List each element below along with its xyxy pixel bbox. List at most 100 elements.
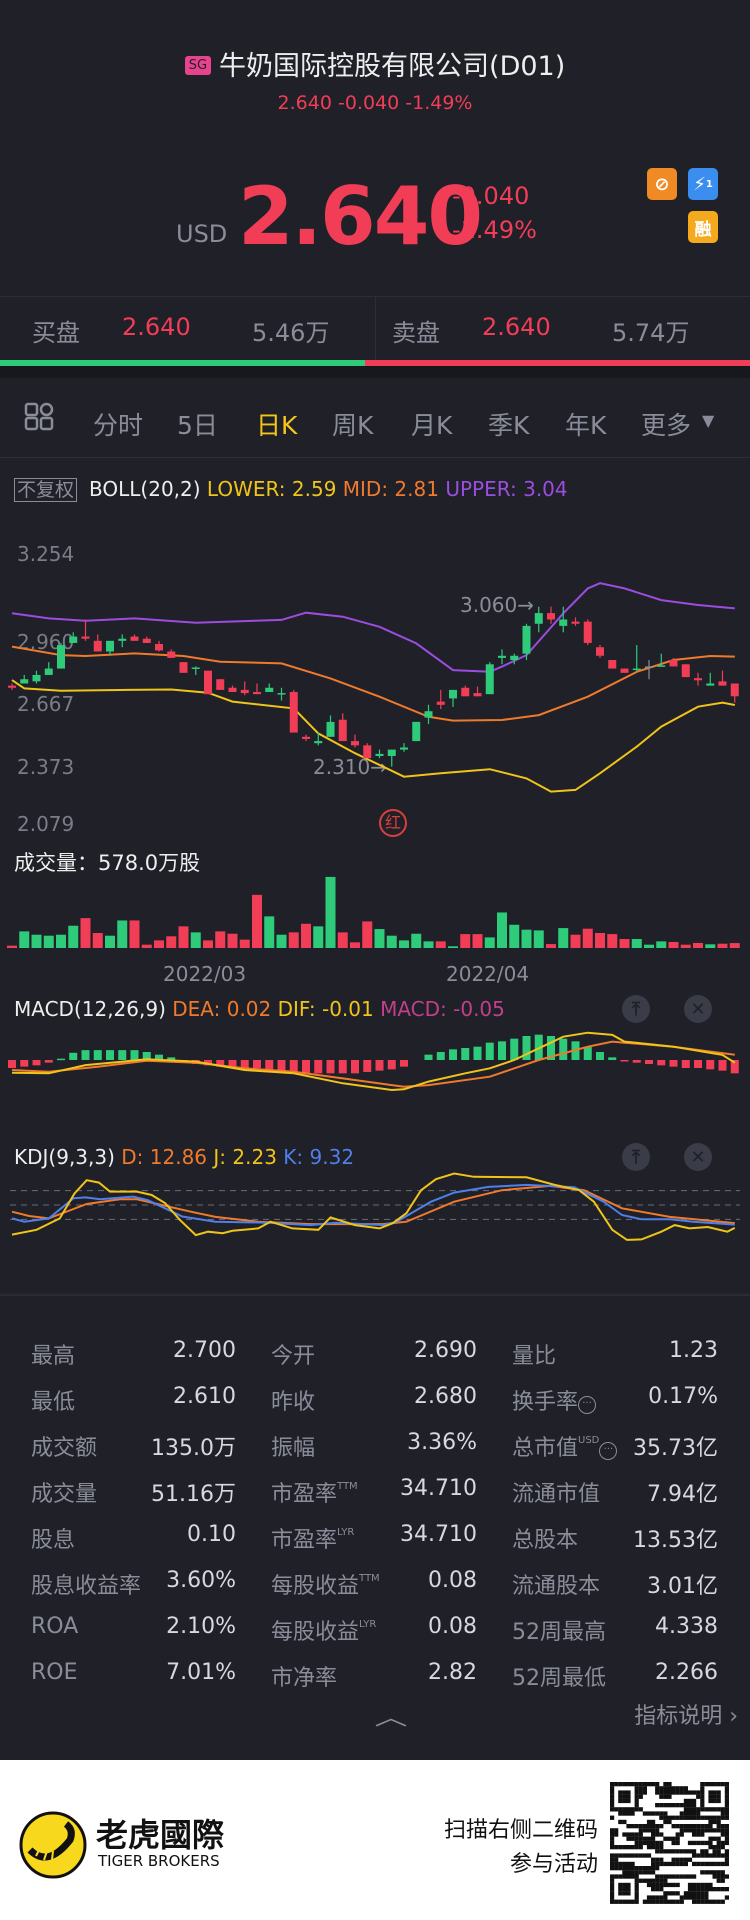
qr-module <box>675 1899 680 1904</box>
tab-intraday[interactable]: 分时 <box>93 411 144 440</box>
qr-module <box>708 1819 713 1825</box>
qr-module <box>716 1815 721 1820</box>
tab-daily-k[interactable]: 日K <box>256 411 298 440</box>
adjust-toggle[interactable]: 不复权 <box>14 478 78 502</box>
qr-module <box>692 1828 697 1833</box>
qr-module <box>618 1891 623 1896</box>
indicator-explain-link[interactable]: 指标说明 › <box>634 1704 738 1729</box>
stat-value: 2.690 <box>414 1338 477 1363</box>
qr-module <box>655 1803 660 1808</box>
qr-module <box>646 1845 652 1850</box>
qr-module <box>679 1832 684 1837</box>
close-icon[interactable]: ✕ <box>684 1143 712 1171</box>
qr-module <box>724 1874 729 1879</box>
qr-module <box>712 1849 717 1854</box>
qr-module <box>618 1874 623 1879</box>
qr-module <box>659 1899 664 1904</box>
qr-module <box>634 1899 639 1904</box>
qr-module <box>667 1882 672 1888</box>
qr-module <box>696 1899 701 1904</box>
qr-module <box>614 1861 619 1867</box>
qr-module <box>720 1853 725 1858</box>
candle-body <box>8 685 16 688</box>
qr-module <box>630 1811 635 1816</box>
kline-chart[interactable] <box>0 0 750 1300</box>
qr-module <box>655 1832 660 1837</box>
macd-histogram-bar <box>130 1050 139 1060</box>
qr-module <box>646 1824 652 1829</box>
tab-monthly-k[interactable]: 月K <box>411 411 453 440</box>
pin-top-icon[interactable]: ⤒ <box>622 995 650 1023</box>
qr-module <box>610 1836 615 1841</box>
no-short-icon[interactable]: ⊘ <box>647 168 677 200</box>
qr-module <box>614 1782 619 1787</box>
qr-module <box>610 1845 615 1850</box>
y-tick: 3.254 <box>17 542 75 566</box>
pin-top-icon[interactable]: ⤒ <box>622 1143 650 1171</box>
macd-histogram-bar <box>93 1050 102 1060</box>
qr-module <box>708 1887 713 1892</box>
qr-module <box>618 1861 623 1867</box>
qr-module <box>630 1861 635 1867</box>
close-icon[interactable]: ✕ <box>684 995 712 1023</box>
qr-module <box>622 1853 627 1858</box>
macd-histogram-bar <box>277 1060 286 1071</box>
volume-bar <box>105 935 115 948</box>
macd-histogram-bar <box>473 1046 482 1060</box>
qr-module <box>671 1815 676 1820</box>
qr-module <box>712 1845 717 1850</box>
tab-5day[interactable]: 5日 <box>177 411 218 440</box>
qr-module <box>704 1828 709 1833</box>
chevron-up-icon[interactable]: ︿ <box>374 1706 408 1731</box>
qr-module <box>712 1798 717 1804</box>
tab-more[interactable]: 更多 <box>641 411 692 440</box>
qr-module <box>663 1836 668 1841</box>
qr-module <box>659 1786 664 1791</box>
qr-module <box>671 1786 676 1791</box>
qr-module <box>634 1882 639 1888</box>
qr-module <box>667 1803 672 1808</box>
grid-menu-icon[interactable] <box>24 402 54 438</box>
volume-bar <box>374 929 385 948</box>
macd-dea: DEA: 0.02 <box>172 997 272 1021</box>
qr-module <box>638 1878 643 1883</box>
candle-body <box>363 745 372 759</box>
qr-module <box>663 1882 668 1888</box>
qr-module <box>663 1891 668 1896</box>
macd-histogram-bar <box>608 1057 617 1060</box>
qr-module <box>651 1895 656 1900</box>
qr-module <box>642 1782 647 1787</box>
volume-bar <box>252 894 262 948</box>
qr-module <box>642 1840 647 1846</box>
margin-icon[interactable]: 融 <box>688 211 718 243</box>
qr-module <box>704 1861 709 1867</box>
boll-upper: UPPER: 3.04 <box>445 477 568 501</box>
candle-body <box>583 621 592 643</box>
volume-bar <box>509 924 520 948</box>
qr-module <box>704 1870 709 1875</box>
tab-yearly-k[interactable]: 年K <box>565 411 607 440</box>
qr-module <box>634 1866 639 1871</box>
qr-module <box>646 1853 652 1858</box>
info-icon[interactable]: ··· <box>578 1396 597 1414</box>
tab-weekly-k[interactable]: 周K <box>332 411 374 440</box>
tab-quarterly-k[interactable]: 季K <box>488 411 530 440</box>
boll-upper-line <box>11 582 735 673</box>
brand-name-en: TIGER BROKERS <box>98 1852 220 1870</box>
qr-module <box>651 1811 656 1816</box>
macd-histogram-bar <box>8 1060 16 1069</box>
qr-module <box>700 1840 705 1846</box>
bid-ask-ratio-bar <box>0 360 750 366</box>
info-icon[interactable]: ··· <box>599 1442 618 1460</box>
chevron-down-icon[interactable]: ▼ <box>702 411 715 430</box>
cta-line-1: 扫描右侧二维码 <box>443 1818 598 1843</box>
candle-body <box>106 640 114 652</box>
macd-histogram-bar <box>461 1047 470 1060</box>
lightning-icon[interactable]: ⚡ 1 <box>688 168 718 200</box>
volume-bar <box>668 941 679 948</box>
qr-module <box>720 1887 725 1892</box>
macd-histogram-bar <box>424 1054 433 1060</box>
volume-bar <box>717 943 728 948</box>
dividend-event-marker[interactable]: 红 <box>379 809 407 837</box>
candle-body <box>387 749 396 757</box>
